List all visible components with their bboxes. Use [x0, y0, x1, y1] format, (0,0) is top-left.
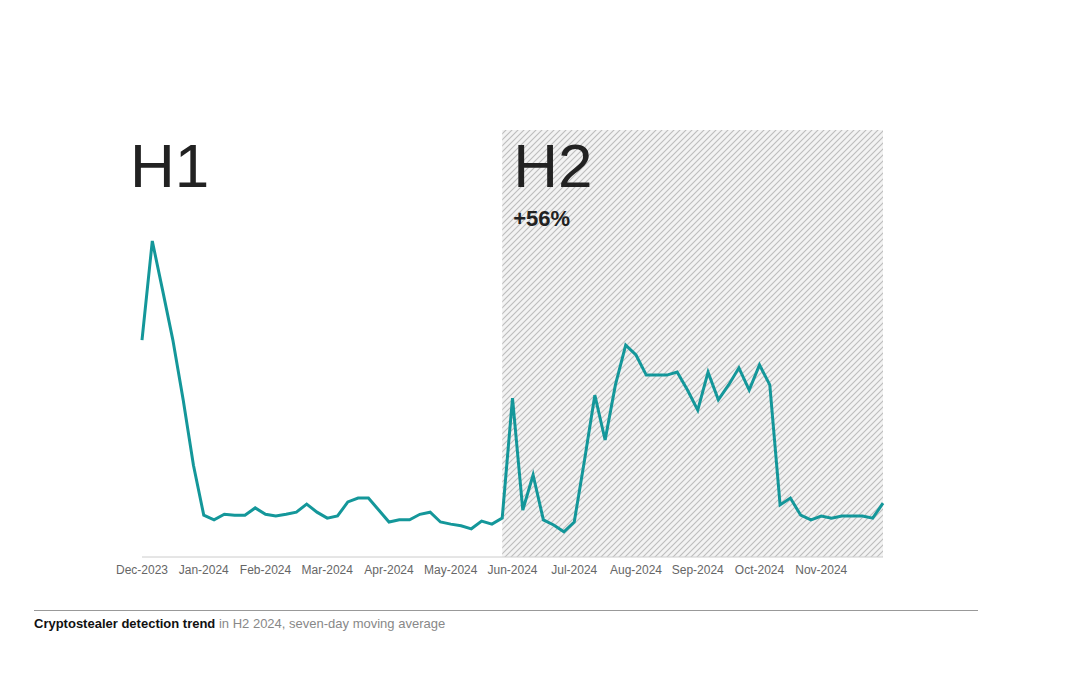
svg-text:Oct-2024: Oct-2024 [735, 563, 785, 577]
svg-text:Aug-2024: Aug-2024 [610, 563, 662, 577]
svg-text:Apr-2024: Apr-2024 [364, 563, 414, 577]
svg-text:H1: H1 [130, 131, 209, 200]
svg-text:Nov-2024: Nov-2024 [795, 563, 847, 577]
svg-text:Dec-2023: Dec-2023 [116, 563, 168, 577]
svg-text:Mar-2024: Mar-2024 [302, 563, 354, 577]
svg-text:H2: H2 [513, 131, 592, 200]
svg-text:Feb-2024: Feb-2024 [240, 563, 292, 577]
svg-text:Sep-2024: Sep-2024 [672, 563, 724, 577]
svg-text:+56%: +56% [513, 206, 570, 231]
svg-text:Jun-2024: Jun-2024 [487, 563, 537, 577]
svg-text:Jul-2024: Jul-2024 [551, 563, 597, 577]
svg-text:Jan-2024: Jan-2024 [179, 563, 229, 577]
svg-text:May-2024: May-2024 [424, 563, 478, 577]
html-text:Cryptostealer detection trend: Cryptostealer detection trend in H2 2024… [34, 616, 446, 631]
